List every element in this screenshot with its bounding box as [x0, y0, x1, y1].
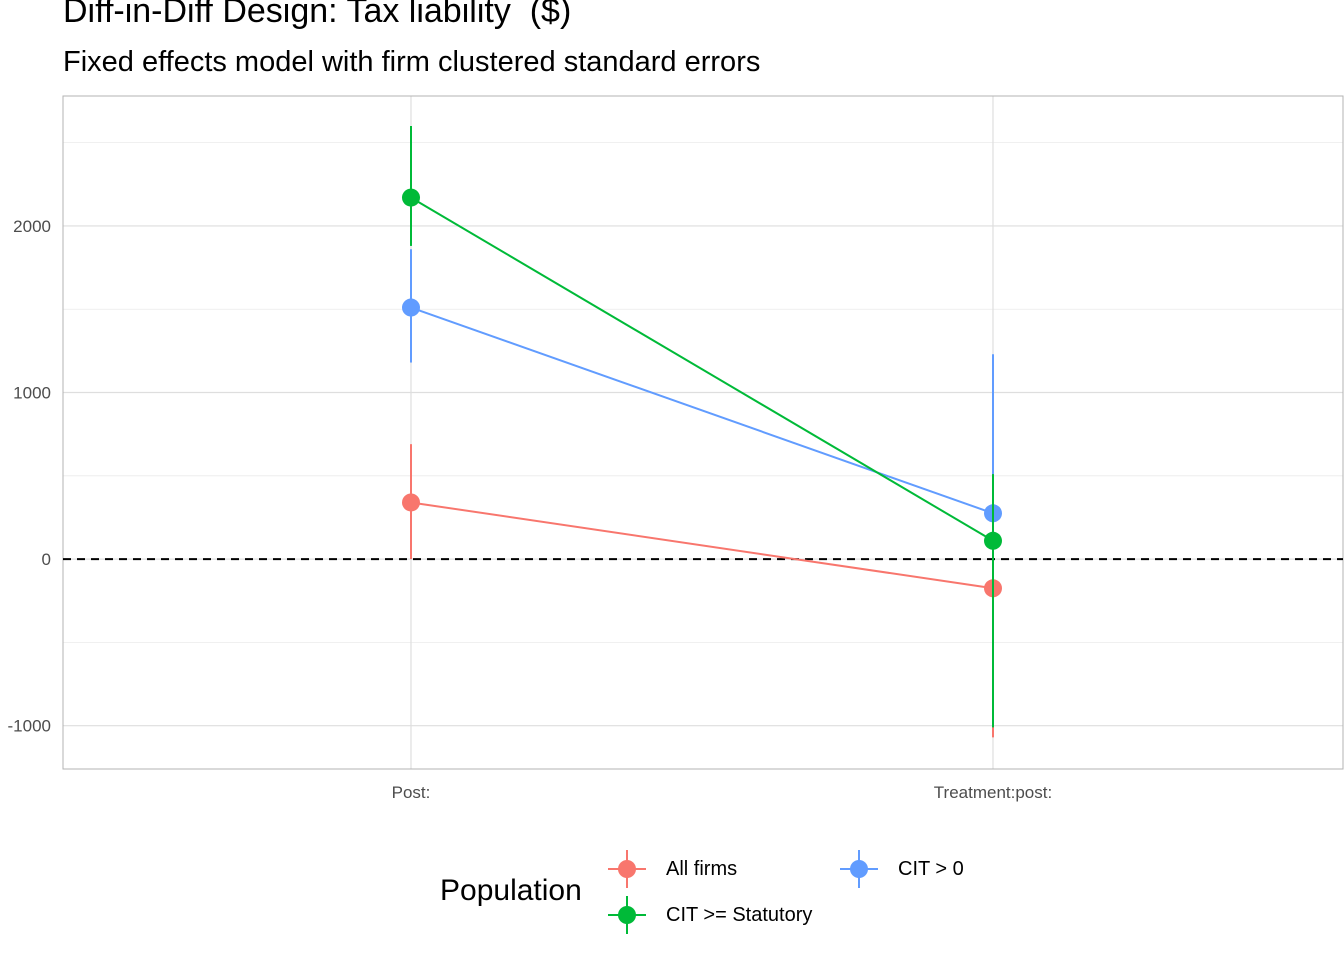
data-point — [984, 531, 1002, 550]
axis-labels: -1000 0 1000 2000 Post: Treatment:post: — [8, 217, 1053, 802]
legend-title: Population — [440, 874, 582, 907]
grid-lines — [63, 96, 1343, 769]
chart-subtitle: Fixed effects model with firm clustered … — [63, 46, 761, 78]
series-line — [410, 196, 994, 542]
y-tick-label: 2000 — [13, 217, 51, 236]
series-line — [410, 306, 994, 515]
y-tick-label: 0 — [42, 550, 51, 569]
legend-label-all-firms: All firms — [666, 858, 738, 880]
series-line — [410, 501, 994, 590]
series-1 — [402, 249, 1002, 671]
legend-key-0 — [608, 850, 646, 888]
x-tick-label: Post: — [392, 783, 431, 802]
y-tick-label: 1000 — [13, 384, 51, 403]
legend-key-point — [618, 906, 636, 924]
data-point — [402, 188, 420, 207]
legend-key-point — [618, 860, 636, 878]
x-tick-label: Treatment:post: — [934, 783, 1052, 802]
chart-title: Diff-in-Diff Design: Tax liability ($) — [63, 0, 572, 30]
y-tick-label: -1000 — [8, 717, 51, 736]
series-2 — [402, 125, 1002, 728]
legend-key-2 — [608, 896, 646, 934]
data-point — [402, 298, 420, 317]
legend-label-cit-statutory: CIT >= Statutory — [666, 904, 813, 926]
legend-key-1 — [840, 850, 878, 888]
panel-border — [62, 95, 1344, 770]
data-point — [402, 493, 420, 512]
legend-label-cit-positive: CIT > 0 — [898, 858, 964, 880]
series-group — [402, 125, 1002, 738]
legend-keys — [608, 850, 878, 934]
legend-key-point — [850, 860, 868, 878]
